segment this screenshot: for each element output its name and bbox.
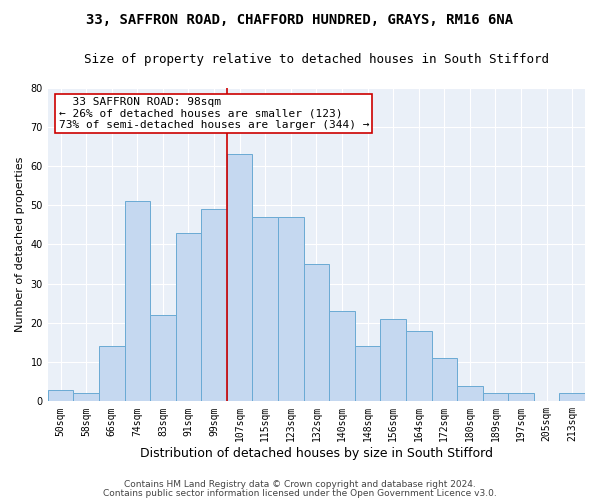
Bar [48,390,73,402]
Bar [125,202,150,402]
Bar [278,217,304,402]
Bar [201,209,227,402]
Bar [176,232,201,402]
Y-axis label: Number of detached properties: Number of detached properties [15,156,25,332]
Title: Size of property relative to detached houses in South Stifford: Size of property relative to detached ho… [84,52,549,66]
Bar [304,264,329,402]
Text: 33, SAFFRON ROAD, CHAFFORD HUNDRED, GRAYS, RM16 6NA: 33, SAFFRON ROAD, CHAFFORD HUNDRED, GRAY… [86,12,514,26]
Text: Contains HM Land Registry data © Crown copyright and database right 2024.: Contains HM Land Registry data © Crown c… [124,480,476,489]
Bar [508,394,534,402]
Bar [482,394,508,402]
Bar [431,358,457,402]
Bar [559,394,585,402]
Bar [73,394,99,402]
Bar [329,311,355,402]
Bar [457,386,482,402]
Text: 33 SAFFRON ROAD: 98sqm  
← 26% of detached houses are smaller (123)
73% of semi-: 33 SAFFRON ROAD: 98sqm ← 26% of detached… [59,97,369,130]
Bar [150,315,176,402]
Bar [355,346,380,402]
Bar [99,346,125,402]
X-axis label: Distribution of detached houses by size in South Stifford: Distribution of detached houses by size … [140,447,493,460]
Bar [380,319,406,402]
Bar [227,154,253,402]
Bar [253,217,278,402]
Text: Contains public sector information licensed under the Open Government Licence v3: Contains public sector information licen… [103,488,497,498]
Bar [406,330,431,402]
